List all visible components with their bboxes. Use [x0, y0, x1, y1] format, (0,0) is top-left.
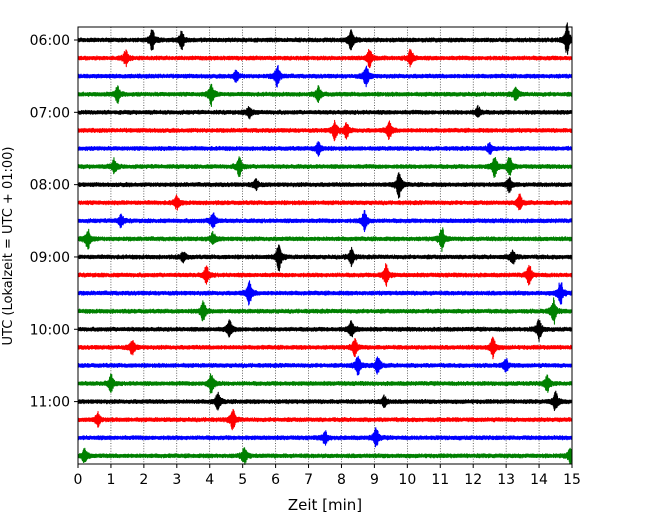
seismogram-trace	[77, 447, 573, 465]
seismogram-trace	[77, 210, 573, 233]
seismogram-trace	[77, 104, 573, 120]
x-axis: 0 1 2 3 4 5 6 7 8 9 10 11 12 13 14 15	[74, 464, 581, 488]
x-tick-label: 3	[172, 472, 181, 488]
y-tick-label: 10:00	[30, 322, 70, 338]
seismogram-trace	[77, 280, 573, 306]
seismogram-trace	[77, 156, 573, 179]
y-axis: 06:00 07:00 08:00 09:00 10:00 11:00	[30, 33, 78, 411]
x-tick-label: 5	[238, 472, 247, 488]
seismogram-trace	[77, 297, 573, 325]
y-tick-label: 08:00	[30, 178, 70, 194]
x-tick-label: 12	[464, 472, 482, 488]
seismogram-trace	[77, 319, 573, 342]
seismogram-trace	[77, 427, 573, 448]
y-tick-label: 09:00	[30, 250, 70, 266]
x-tick-label: 7	[304, 472, 313, 488]
x-tick-label: 4	[205, 472, 214, 488]
x-tick-label: 6	[271, 472, 280, 488]
seismogram-trace	[77, 193, 573, 211]
seismogram-trace	[77, 336, 573, 360]
seismogram-trace	[77, 119, 573, 142]
x-axis-label: Zeit [min]	[288, 496, 362, 514]
x-tick-label: 1	[106, 472, 115, 488]
x-tick-label: 11	[431, 472, 449, 488]
seismogram-trace	[77, 172, 573, 199]
y-tick-label: 07:00	[30, 105, 70, 121]
seismogram-trace	[77, 83, 573, 108]
x-tick-label: 13	[497, 472, 515, 488]
y-tick-label: 11:00	[30, 395, 70, 411]
seismogram-trace	[77, 373, 573, 394]
seismogram-trace	[77, 227, 573, 252]
seismogram-trace	[77, 244, 573, 272]
x-tick-label: 14	[530, 472, 548, 488]
seismogram-trace	[77, 408, 573, 431]
x-tick-label: 0	[74, 472, 83, 488]
seismogram-trace	[77, 64, 573, 88]
x-tick-label: 2	[139, 472, 148, 488]
seismogram-trace	[77, 355, 573, 376]
seismogram-trace	[77, 22, 573, 55]
x-tick-label: 9	[370, 472, 379, 488]
plot-frame	[77, 26, 573, 465]
grid-lines	[110, 27, 540, 464]
x-tick-label: 10	[398, 472, 416, 488]
y-tick-label: 06:00	[30, 33, 70, 49]
x-tick-label: 8	[337, 472, 346, 488]
seismogram-trace	[77, 48, 573, 69]
y-axis-label: UTC (Lokalzeit = UTC + 01:00)	[1, 147, 16, 346]
seismogram-trace	[77, 141, 573, 157]
seismogram-trace	[77, 390, 573, 412]
trace-group	[77, 22, 573, 465]
x-tick-label: 15	[563, 472, 581, 488]
seismogram-trace	[77, 263, 573, 287]
